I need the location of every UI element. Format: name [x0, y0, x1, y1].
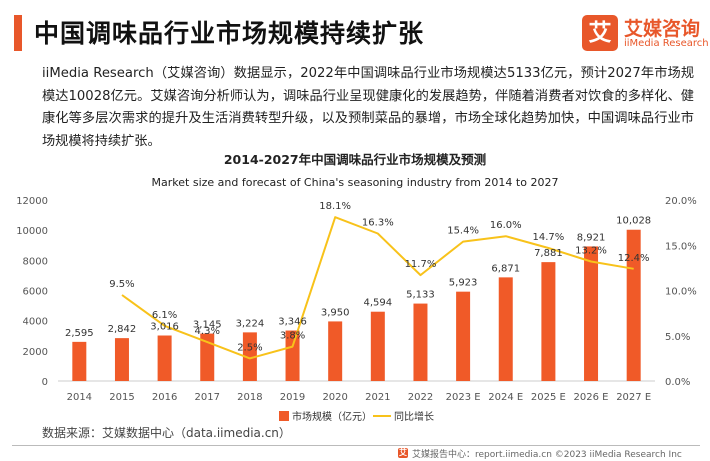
bar: [242, 332, 257, 381]
line-value-label: 14.7%: [533, 232, 565, 243]
bar-value-label: 10,028: [616, 216, 651, 227]
iimedia-logo-icon: 艾: [582, 15, 618, 51]
market-size-chart: 2014-2027年中国调味品行业市场规模及预测 Market size and…: [16, 152, 697, 423]
line-value-label: 4.3%: [195, 326, 220, 337]
line-value-label: 15.4%: [447, 226, 479, 237]
bar-value-label: 5,923: [449, 278, 478, 289]
x-axis-tick-label: 2022: [408, 392, 433, 403]
line-value-label: 16.3%: [362, 217, 394, 228]
x-axis-tick-label: 2021: [365, 392, 390, 403]
bar-value-label: 5,133: [406, 290, 435, 301]
left-axis-tick-label: 6000: [23, 287, 48, 298]
legend-label-bars: 市场规模（亿元）: [292, 410, 372, 423]
bar: [157, 335, 172, 381]
x-axis-tick-label: 2027 E: [616, 392, 651, 403]
logo-subtitle: iiMedia Research: [624, 38, 709, 49]
bar-series: [72, 229, 641, 381]
bar-value-label: 7,881: [534, 248, 563, 259]
bar: [72, 341, 87, 381]
left-axis-tick-label: 4000: [23, 317, 48, 328]
bar: [328, 321, 343, 381]
right-axis-tick-label: 10.0%: [665, 287, 697, 298]
x-axis-tick-label: 2014: [67, 392, 92, 403]
left-axis-tick-label: 2000: [23, 347, 48, 358]
left-axis-tick-label: 12000: [16, 196, 48, 207]
x-axis-labels: 2014 2015 2016 2017 2018 2019 2020 2021 2022 2023…: [67, 392, 652, 403]
bar: [584, 246, 599, 381]
chart-title: 2014-2027年中国调味品行业市场规模及预测: [224, 152, 486, 167]
bar: [498, 277, 513, 381]
footer-logo-icon: 艾: [398, 448, 408, 458]
bar-value-label: 2,842: [108, 324, 137, 335]
x-axis-tick-label: 2019: [280, 392, 305, 403]
bar-value-label: 6,871: [491, 263, 520, 274]
line-value-labels: 9.5% 6.1% 4.3% 2.5% 3.8% 18.1% 16.3% 11.7% 15.4%…: [109, 201, 649, 353]
line-value-label: 18.1%: [319, 201, 351, 212]
line-value-label: 9.5%: [109, 279, 134, 290]
bar: [200, 333, 215, 381]
right-y-axis: 0.0% 5.0% 10.0% 15.0% 20.0%: [665, 196, 697, 388]
left-y-axis: 0 2000 4000 6000 8000 10000 12000: [16, 196, 48, 388]
x-axis-tick-label: 2015: [109, 392, 134, 403]
bar-value-label: 8,921: [577, 232, 606, 243]
x-axis-tick-label: 2023 E: [446, 392, 481, 403]
bar: [456, 291, 471, 381]
bar-value-label: 3,016: [150, 322, 179, 333]
line-series: [121, 216, 634, 360]
intro-paragraph: iiMedia Research（艾媒咨询）数据显示，2022年中国调味品行业市…: [42, 66, 694, 149]
right-axis-tick-label: 20.0%: [665, 196, 697, 207]
right-axis-tick-label: 15.0%: [665, 241, 697, 252]
footer-text: 艾媒报告中心：report.iimedia.cn ©2023 iiMedia R…: [412, 450, 682, 460]
x-axis-tick-label: 2020: [322, 392, 347, 403]
legend-swatch-bars: [279, 411, 289, 421]
chart-subtitle: Market size and forecast of China's seas…: [152, 176, 559, 189]
legend-label-line: 同比增长: [394, 410, 434, 423]
title-accent-bar: [14, 15, 22, 51]
source-note: 数据来源：艾媒数据中心（data.iimedia.cn）: [42, 426, 291, 440]
line-value-label: 12.4%: [618, 253, 650, 264]
line-value-label: 2.5%: [237, 342, 262, 353]
bar: [541, 262, 556, 381]
left-axis-tick-label: 10000: [16, 226, 48, 237]
left-axis-tick-label: 0: [42, 377, 48, 388]
bar-value-label: 2,595: [65, 328, 94, 339]
line-value-label: 6.1%: [152, 310, 177, 321]
growth-line: [121, 216, 634, 360]
logo-name: 艾媒咨询: [624, 18, 701, 40]
bar: [370, 311, 385, 381]
bar-value-label: 3,224: [236, 318, 265, 329]
bar: [413, 303, 428, 381]
footer-divider: [12, 445, 700, 446]
x-axis-tick-label: 2025 E: [531, 392, 566, 403]
right-axis-tick-label: 5.0%: [665, 332, 690, 343]
x-axis-tick-label: 2018: [237, 392, 262, 403]
left-axis-tick-label: 8000: [23, 256, 48, 267]
x-axis-tick-label: 2026 E: [574, 392, 609, 403]
bar: [114, 338, 129, 381]
bar-value-label: 4,594: [364, 298, 393, 309]
x-axis-tick-label: 2016: [152, 392, 177, 403]
bar-value-labels: 2,595 2,842 3,016 3,145 3,224 3,346 3,950 4,594…: [65, 216, 651, 339]
line-value-label: 16.0%: [490, 220, 522, 231]
right-axis-tick-label: 0.0%: [665, 377, 690, 388]
x-axis-tick-label: 2017: [195, 392, 220, 403]
line-value-label: 13.2%: [575, 246, 607, 257]
bar-value-label: 3,346: [278, 317, 307, 328]
line-value-label: 3.8%: [280, 331, 305, 342]
bar: [285, 330, 300, 381]
line-value-label: 11.7%: [405, 259, 437, 270]
bar-value-label: 3,950: [321, 307, 350, 318]
chart-legend: 市场规模（亿元） 同比增长: [279, 410, 434, 423]
page-title: 中国调味品行业市场规模持续扩张: [34, 19, 425, 48]
bar-value-label: 3,145: [193, 320, 222, 331]
x-axis-tick-label: 2024 E: [488, 392, 523, 403]
